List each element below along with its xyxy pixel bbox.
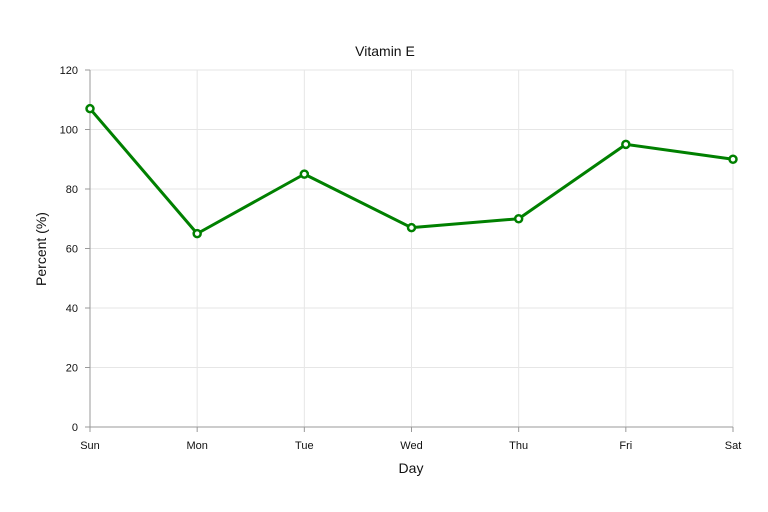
data-point[interactable] xyxy=(621,139,631,150)
chart-title: Vitamin E xyxy=(355,43,415,59)
y-tick-label: 40 xyxy=(66,303,78,315)
y-tick-label: 80 xyxy=(66,184,78,196)
x-tick-label: Tue xyxy=(295,440,314,452)
y-tick-label: 120 xyxy=(60,65,78,77)
x-tick-label: Fri xyxy=(619,440,632,452)
series xyxy=(85,103,738,239)
x-tick-label: Sun xyxy=(80,440,100,452)
data-point[interactable] xyxy=(728,154,738,164)
y-tick-label: 20 xyxy=(66,363,78,375)
x-axis-title: Day xyxy=(399,460,424,476)
y-axis-title: Percent (%) xyxy=(33,212,49,286)
data-point[interactable] xyxy=(299,169,310,179)
data-point[interactable] xyxy=(406,222,417,233)
x-axis-ticks: Sun Mon Tue Wed Thu Fri Sat xyxy=(80,427,741,452)
data-point[interactable] xyxy=(192,228,202,239)
data-point[interactable] xyxy=(513,214,524,224)
x-tick-label: Thu xyxy=(509,440,528,452)
y-tick-label: 0 xyxy=(72,422,78,434)
y-tick-label: 60 xyxy=(66,244,78,256)
y-tick-label: 100 xyxy=(60,125,78,137)
y-axis-ticks: 0 20 40 60 80 100 120 xyxy=(60,65,90,434)
x-tick-label: Mon xyxy=(186,440,207,452)
x-tick-label: Sat xyxy=(725,440,742,452)
x-tick-label: Wed xyxy=(400,440,422,452)
data-point[interactable] xyxy=(85,103,95,114)
grid xyxy=(90,69,734,427)
